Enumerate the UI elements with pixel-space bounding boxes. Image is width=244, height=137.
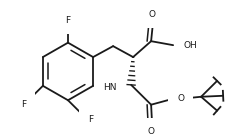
Text: O: O [148,127,155,136]
Text: F: F [88,115,93,124]
Text: O: O [149,10,156,19]
Text: OH: OH [183,41,197,50]
Text: O: O [177,94,184,103]
Text: HN: HN [104,83,117,92]
Text: F: F [21,100,26,109]
Text: F: F [65,16,71,25]
